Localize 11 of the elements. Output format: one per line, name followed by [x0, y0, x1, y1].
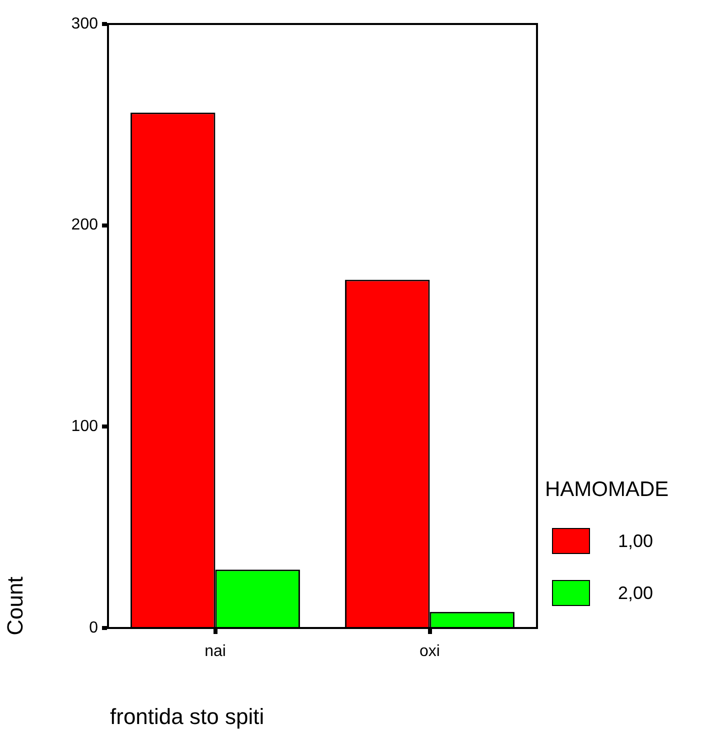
x-tick-label: nai [204, 643, 226, 660]
legend-label: 1,00 [618, 530, 654, 552]
y-tick-label: 300 [71, 15, 98, 32]
legend-label: 2,00 [618, 582, 654, 604]
y-axis-title: Count [2, 576, 28, 636]
x-axis-title: frontida sto spiti [110, 704, 264, 730]
legend-title: HAMOMADE [545, 478, 669, 502]
y-tick-label: 200 [71, 216, 98, 234]
y-tick-label: 0 [89, 619, 98, 636]
x-tick-label: oxi [420, 643, 440, 660]
y-tick-label: 100 [71, 418, 98, 436]
